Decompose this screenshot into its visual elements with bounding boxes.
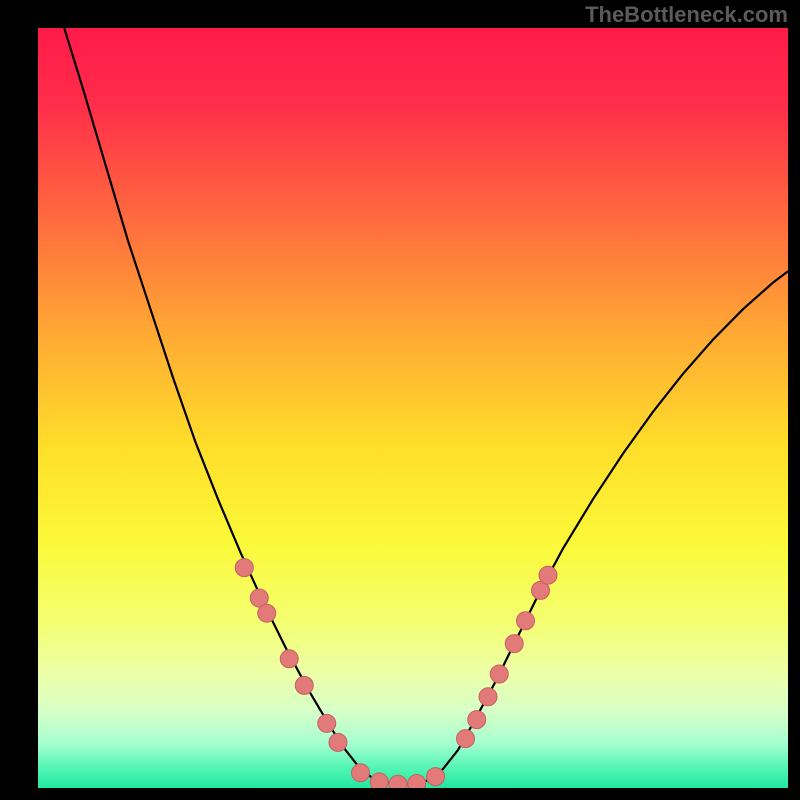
data-marker [295, 676, 313, 694]
data-marker [427, 768, 445, 786]
data-marker [352, 764, 370, 782]
data-marker [468, 711, 486, 729]
chart-background [38, 28, 788, 788]
data-marker [370, 773, 388, 788]
data-marker [408, 774, 426, 788]
data-marker [490, 665, 508, 683]
data-marker [280, 650, 298, 668]
data-marker [539, 566, 557, 584]
bottleneck-chart [38, 28, 788, 788]
data-marker [389, 775, 407, 788]
data-marker [457, 730, 475, 748]
data-marker [329, 733, 347, 751]
data-marker [479, 688, 497, 706]
data-marker [517, 612, 535, 630]
data-marker [235, 559, 253, 577]
watermark-text: TheBottleneck.com [585, 2, 788, 28]
data-marker [505, 635, 523, 653]
data-marker [318, 714, 336, 732]
data-marker [258, 604, 276, 622]
